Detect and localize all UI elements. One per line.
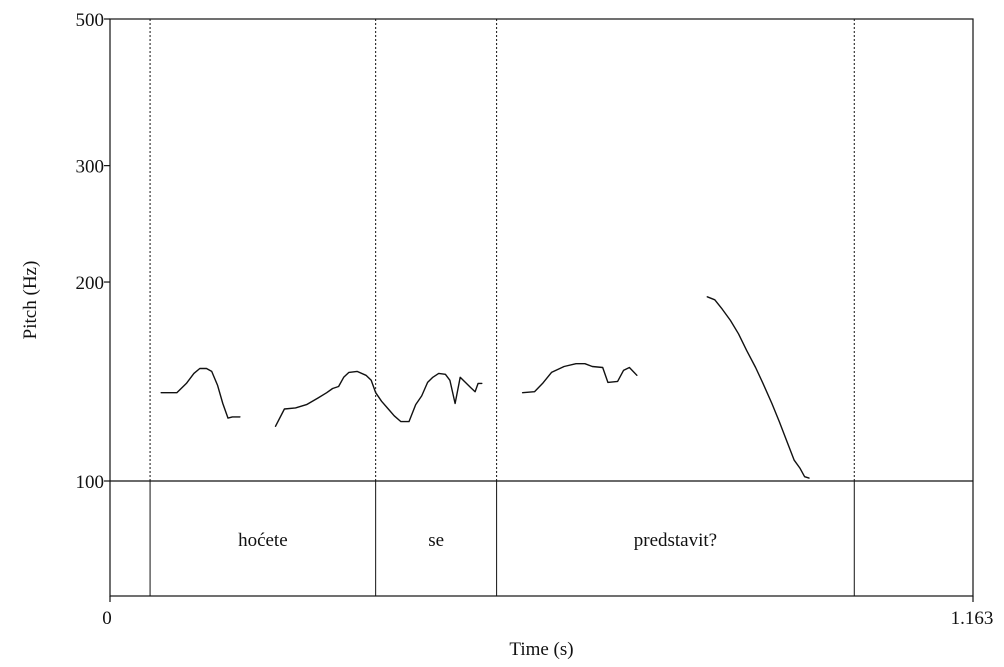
y-axis-label: Pitch (Hz) xyxy=(20,261,41,340)
interval-label: predstavit? xyxy=(634,530,717,551)
axis-ticks: 100 200 300 500 0 1.163 xyxy=(76,10,994,629)
y-tick-label: 500 xyxy=(76,10,105,31)
x-tick-label: 0 xyxy=(102,608,112,629)
interval-label: hoćete xyxy=(238,530,288,551)
y-tick-label: 200 xyxy=(76,273,105,294)
x-tick-label: 1.163 xyxy=(951,608,994,629)
interval-label: se xyxy=(428,530,444,551)
pitch-contour-segment xyxy=(706,296,810,479)
x-axis-label: Time (s) xyxy=(509,639,573,660)
plot-border xyxy=(109,18,974,597)
pitch-contour-segment xyxy=(521,363,638,394)
y-tick-label: 100 xyxy=(76,472,105,493)
pitch-contours xyxy=(160,296,810,479)
plot-frame xyxy=(109,18,974,597)
pitch-contour-segment xyxy=(160,367,241,419)
interval-labels: hoćete se predstavit? xyxy=(238,530,717,551)
y-tick-label: 300 xyxy=(76,157,105,178)
interval-boundaries xyxy=(149,19,855,596)
pitch-contour-segment xyxy=(274,370,483,427)
